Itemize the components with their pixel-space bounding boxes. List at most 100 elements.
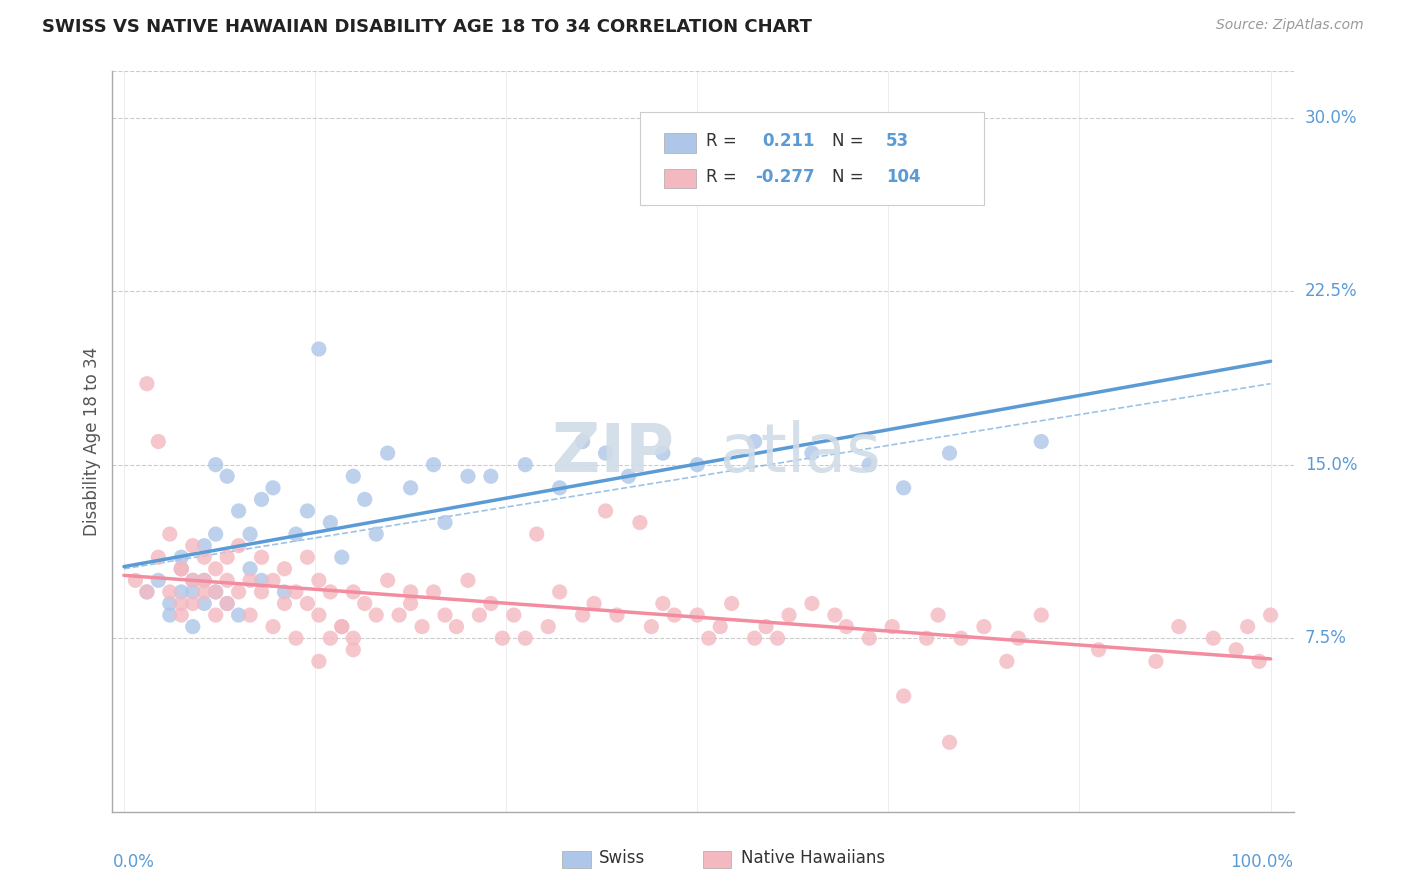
Point (170, 562, 193, 576)
Point (159, 585, 181, 599)
Text: R =: R = (706, 132, 742, 150)
Point (181, 597, 204, 611)
Point (330, 619, 353, 633)
Point (515, 631, 537, 645)
Point (446, 619, 468, 633)
Point (938, 446, 960, 460)
Point (284, 585, 307, 599)
Y-axis label: Disability Age 18 to 34: Disability Age 18 to 34 (83, 347, 101, 536)
Point (744, 434, 766, 449)
Point (1225, 642, 1247, 657)
Point (1236, 619, 1258, 633)
Point (181, 574, 204, 588)
Point (159, 608, 181, 623)
Point (170, 597, 193, 611)
Text: ZIP: ZIP (553, 420, 675, 486)
Point (217, 550, 239, 565)
Point (720, 597, 742, 611)
Point (399, 585, 422, 599)
Point (170, 585, 193, 599)
Point (284, 527, 307, 541)
Point (308, 342, 330, 356)
Point (204, 608, 226, 623)
Point (640, 619, 662, 633)
Point (595, 446, 617, 460)
Point (250, 492, 273, 507)
Text: 15.0%: 15.0% (1305, 456, 1357, 474)
Point (697, 631, 720, 645)
Point (973, 619, 995, 633)
Point (273, 585, 295, 599)
Point (193, 574, 215, 588)
Point (308, 574, 330, 588)
Point (502, 608, 524, 623)
Point (1260, 608, 1282, 623)
Point (135, 376, 157, 391)
Point (422, 585, 444, 599)
Point (949, 631, 972, 645)
Point (800, 597, 823, 611)
Text: SWISS VS NATIVE HAWAIIAN DISABILITY AGE 18 TO 34 CORRELATION CHART: SWISS VS NATIVE HAWAIIAN DISABILITY AGE … (42, 18, 813, 36)
Point (148, 574, 170, 588)
Point (571, 434, 593, 449)
Point (479, 469, 502, 483)
Point (319, 631, 342, 645)
Point (628, 516, 651, 530)
Point (124, 574, 146, 588)
Text: -0.277: -0.277 (755, 168, 814, 186)
Point (526, 527, 548, 541)
Point (297, 550, 319, 565)
Point (193, 574, 215, 588)
Text: 100.0%: 100.0% (1230, 854, 1294, 871)
Point (434, 516, 457, 530)
Point (388, 608, 411, 623)
Point (148, 550, 170, 565)
Point (181, 574, 204, 588)
Point (548, 481, 571, 495)
Text: 7.5%: 7.5% (1305, 629, 1347, 648)
Point (457, 574, 479, 588)
Point (548, 585, 571, 599)
Point (239, 608, 262, 623)
Point (204, 562, 226, 576)
Point (250, 550, 273, 565)
Point (204, 585, 226, 599)
Point (308, 608, 330, 623)
Point (468, 608, 491, 623)
Point (709, 619, 731, 633)
Point (342, 469, 364, 483)
Point (181, 539, 204, 553)
Point (273, 597, 295, 611)
Point (342, 642, 364, 657)
Point (434, 608, 457, 623)
Point (686, 458, 709, 472)
Point (1202, 631, 1225, 645)
Point (399, 481, 422, 495)
Point (1249, 654, 1271, 668)
Point (571, 608, 593, 623)
Point (273, 562, 295, 576)
Point (1007, 631, 1029, 645)
Point (858, 631, 880, 645)
Point (217, 597, 239, 611)
Text: 22.5%: 22.5% (1305, 282, 1358, 300)
Point (399, 597, 422, 611)
Point (927, 608, 949, 623)
Point (228, 585, 250, 599)
Point (515, 458, 537, 472)
Point (181, 619, 204, 633)
Text: N =: N = (832, 132, 869, 150)
Point (262, 574, 284, 588)
Point (411, 619, 433, 633)
Text: atlas: atlas (720, 420, 882, 486)
Text: 104: 104 (886, 168, 921, 186)
Point (1087, 642, 1109, 657)
Point (651, 446, 673, 460)
Text: Source: ZipAtlas.com: Source: ZipAtlas.com (1216, 18, 1364, 32)
Point (893, 481, 915, 495)
Point (250, 585, 273, 599)
Point (239, 562, 262, 576)
Text: Native Hawaiians: Native Hawaiians (741, 849, 886, 867)
Point (330, 550, 353, 565)
Point (159, 597, 181, 611)
